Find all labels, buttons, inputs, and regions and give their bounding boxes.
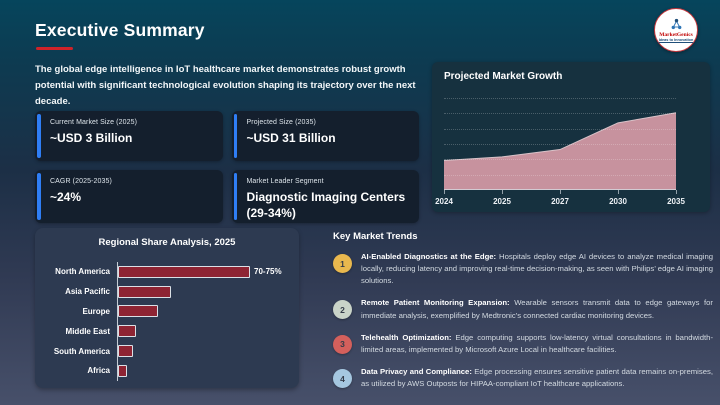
bar — [118, 265, 251, 278]
bar-category-label: North America — [55, 267, 110, 277]
bar-row: Africa — [41, 360, 291, 381]
growth-chart-title: Projected Market Growth — [444, 71, 563, 82]
trends-list: 1 AI-Enabled Diagnostics at the Edge: Ho… — [333, 251, 717, 390]
bar-track — [117, 341, 291, 361]
trend-item: 3 Telehealth Optimization: Edge computin… — [333, 332, 717, 356]
bar-track — [117, 321, 291, 342]
bar — [118, 364, 128, 377]
key-market-trends-section: Key Market Trends 1 AI-Enabled Diagnosti… — [333, 228, 717, 400]
bar-track — [117, 281, 291, 302]
trend-number-badge: 1 — [333, 254, 352, 273]
stat-card-accent-bar — [233, 173, 237, 220]
stat-card: Market Leader Segment Diagnostic Imaging… — [231, 170, 419, 223]
x-axis-label: 2025 — [493, 197, 511, 206]
trend-title: Remote Patient Monitoring Expansion: — [361, 298, 510, 308]
x-axis-label: 2024 — [435, 197, 453, 206]
title-underline — [36, 47, 73, 50]
stat-card: Projected Size (2035) ~USD 31 Billion — [231, 111, 419, 161]
stat-value: ~USD 31 Billion — [246, 131, 336, 145]
bar-category-label: South America — [53, 346, 110, 356]
trend-body: Wearable sensors transmit data to edge g… — [361, 298, 713, 320]
gridline — [444, 98, 676, 99]
logo-brand-text: MarketGenics — [659, 32, 693, 38]
x-axis-line — [444, 189, 676, 190]
regional-share-panel: Regional Share Analysis, 2025 North Amer… — [35, 228, 299, 388]
trend-item: 4 Data Privacy and Compliance: Edge proc… — [333, 366, 717, 390]
stat-card-accent-bar — [233, 114, 237, 158]
bar-category-label: Africa — [87, 366, 110, 376]
trend-title: Telehealth Optimization: — [361, 332, 452, 342]
trend-text: Remote Patient Monitoring Expansion: Wea… — [361, 297, 717, 321]
bar-row: Asia Pacific — [41, 281, 291, 302]
gridline — [444, 113, 676, 115]
bar-category-label: Europe — [82, 306, 110, 316]
gridline — [444, 174, 676, 176]
projected-market-growth-panel: Projected Market Growth 2024 2025 2027 2030… — [432, 62, 710, 212]
bar-category-label: Asia Pacific — [65, 287, 110, 297]
trend-number-badge: 2 — [333, 300, 352, 320]
stat-label: CAGR (2025-2035) — [50, 178, 112, 185]
gridline — [444, 128, 676, 130]
stat-value: ~USD 3 Billion — [50, 131, 133, 145]
bar-row: North America 70-75% — [41, 262, 291, 282]
trend-title: AI-Enabled Diagnostics at the Edge: — [361, 252, 497, 261]
stat-card: Current Market Size (2025) ~USD 3 Billio… — [35, 111, 223, 161]
trend-item: 1 AI-Enabled Diagnostics at the Edge: Ho… — [333, 251, 717, 287]
trend-number-badge: 4 — [333, 369, 352, 389]
stat-label: Current Market Size (2025) — [50, 119, 138, 126]
trend-body: Edge processing ensures sensitive patien… — [361, 367, 713, 389]
area-chart-plot: 2024 2025 2027 2030 2035 — [435, 98, 685, 206]
x-axis-tick — [444, 190, 445, 194]
regional-bar-chart: North America 70-75% Asia Pacific Europe… — [41, 262, 291, 382]
stat-card-accent-bar — [37, 114, 41, 158]
bar-track: 70-75% — [117, 262, 291, 282]
x-axis-label: 2030 — [609, 197, 627, 206]
x-axis-tick — [676, 190, 677, 194]
bar-row: South America — [41, 341, 291, 361]
trend-text: Telehealth Optimization: Edge computing … — [361, 332, 717, 356]
x-axis-tick — [502, 190, 503, 194]
page-title: Executive Summary — [35, 20, 205, 40]
stat-value: ~24% — [50, 190, 82, 204]
bar-track — [117, 360, 291, 381]
trend-number-badge: 3 — [333, 334, 352, 354]
trend-text: Data Privacy and Compliance: Edge proces… — [361, 366, 717, 390]
bar-track — [117, 301, 291, 322]
intro-paragraph: The global edge intelligence in IoT heal… — [35, 64, 416, 108]
bar — [118, 325, 137, 338]
trend-body: Edge computing supports low-latency virt… — [361, 332, 714, 354]
x-axis-label: 2035 — [667, 197, 685, 206]
trend-body: Hospitals deploy edge AI devices to anal… — [361, 252, 713, 286]
stat-card-accent-bar — [37, 173, 41, 220]
bar — [118, 345, 133, 358]
bar-row: Middle East — [41, 321, 291, 342]
gridline — [444, 159, 676, 161]
stat-label: Market Leader Segment — [246, 178, 324, 185]
x-axis-tick — [618, 190, 619, 194]
bar — [118, 285, 171, 298]
gridline — [444, 144, 676, 145]
stat-card: CAGR (2025-2035) ~24% — [35, 170, 223, 223]
stat-label: Projected Size (2035) — [246, 119, 316, 126]
bar — [118, 305, 159, 318]
bar-category-label: Middle East — [65, 326, 110, 336]
trends-heading: Key Market Trends — [333, 231, 418, 242]
regional-chart-title: Regional Share Analysis, 2025 — [98, 237, 236, 248]
trend-item: 2 Remote Patient Monitoring Expansion: W… — [333, 297, 717, 321]
trend-title: Data Privacy and Compliance: — [361, 367, 472, 377]
x-axis-label: 2027 — [551, 197, 569, 206]
logo-tagline: Ideas to Innovation — [658, 38, 694, 42]
molecule-icon — [670, 18, 683, 32]
trend-text: AI-Enabled Diagnostics at the Edge: Hosp… — [361, 251, 717, 287]
bar-data-label: 70-75% — [254, 267, 282, 277]
stat-cards-grid: Current Market Size (2025) ~USD 3 Billio… — [35, 111, 419, 223]
bar-row: Europe — [41, 301, 291, 322]
x-axis-tick — [560, 190, 561, 194]
area-chart — [444, 98, 676, 190]
stat-value: Diagnostic Imaging Centers (29-34%) — [246, 190, 406, 221]
brand-logo: MarketGenics Ideas to Innovation — [654, 8, 698, 52]
